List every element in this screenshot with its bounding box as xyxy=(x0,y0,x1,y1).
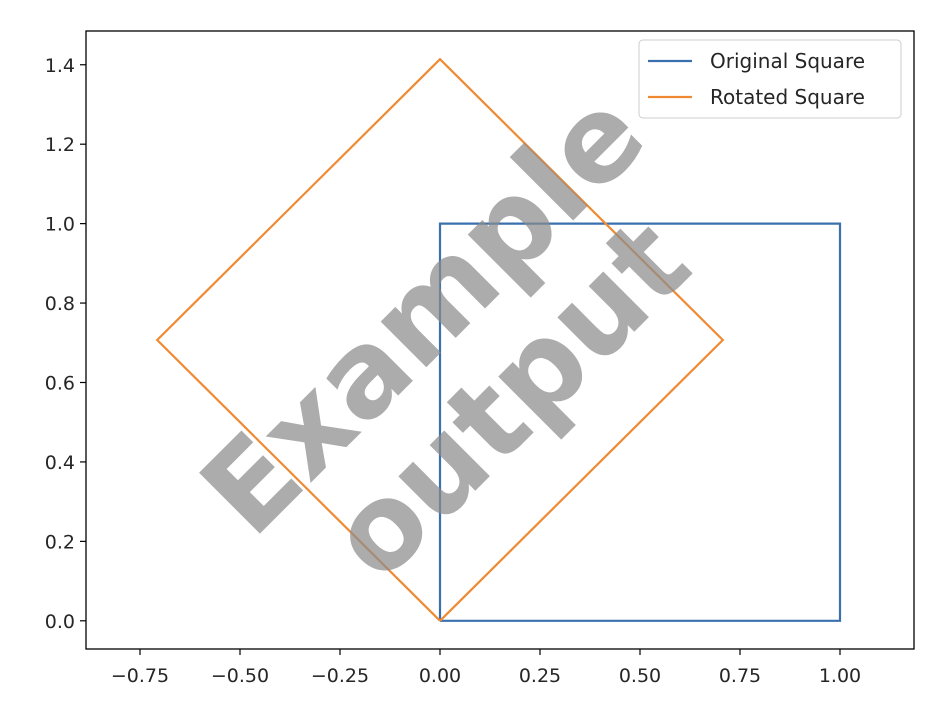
x-tick-label: 0.25 xyxy=(519,665,561,687)
legend: Original Square Rotated Square xyxy=(638,39,902,119)
series-line-0 xyxy=(438,222,842,622)
legend-box xyxy=(638,39,902,119)
y-tick-label: 0.6 xyxy=(45,372,75,394)
x-tick-label: 0.50 xyxy=(619,665,661,687)
y-tick-label: 1.0 xyxy=(45,214,75,236)
x-tick-label: 0.00 xyxy=(419,665,461,687)
y-tick-label: 0.4 xyxy=(45,452,75,474)
x-tick-label: 1.00 xyxy=(819,665,861,687)
legend-label: Original Square xyxy=(710,49,865,73)
x-tick-label: −0.25 xyxy=(311,665,369,687)
y-tick-label: 0.2 xyxy=(45,531,75,553)
x-tick-label: 0.75 xyxy=(719,665,761,687)
series-group xyxy=(155,57,842,622)
x-tick-label: −0.50 xyxy=(211,665,269,687)
y-tick-label: 1.4 xyxy=(45,55,75,77)
x-axis: −0.75 −0.50 −0.25 0.00 0.25 0.50 0.75 1.00 xyxy=(111,649,861,687)
y-tick-label: 0.8 xyxy=(45,293,75,315)
plot-area xyxy=(85,30,915,650)
y-tick-label: 0.0 xyxy=(45,611,75,633)
y-axis: 0.0 0.2 0.4 0.6 0.8 1.0 1.2 1.4 xyxy=(45,55,86,633)
x-tick-label: −0.75 xyxy=(111,665,169,687)
series-line-1 xyxy=(155,57,725,622)
y-tick-label: 1.2 xyxy=(45,134,75,156)
legend-label: Rotated Square xyxy=(710,85,865,109)
